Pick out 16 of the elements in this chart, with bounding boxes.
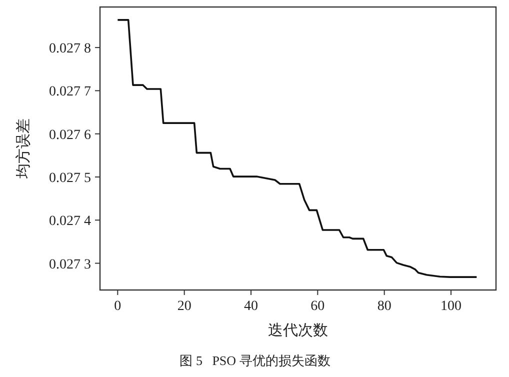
x-tick-label: 40 <box>244 299 258 314</box>
y-tick-label: 0.027 8 <box>49 42 91 57</box>
y-tick-label: 0.027 6 <box>49 128 91 143</box>
x-axis-title: 迭代次数 <box>268 322 328 339</box>
y-tick-label: 0.027 5 <box>49 170 91 186</box>
line-series <box>116 19 478 278</box>
x-tick-label: 20 <box>177 299 192 314</box>
x-tick-label: 80 <box>377 299 392 314</box>
y-tick-label: 0.027 3 <box>49 257 91 272</box>
x-tick-label: 0 <box>114 299 122 314</box>
x-tick-label: 60 <box>310 299 325 314</box>
y-tick-label: 0.027 4 <box>49 214 91 230</box>
text: 图 5 PSO 寻优的损失函数 <box>180 353 330 368</box>
y-axis-title: 均方误差 <box>15 118 32 180</box>
x-tick-label: 100 <box>440 299 462 314</box>
y-tick-label: 0.027 7 <box>49 84 91 100</box>
